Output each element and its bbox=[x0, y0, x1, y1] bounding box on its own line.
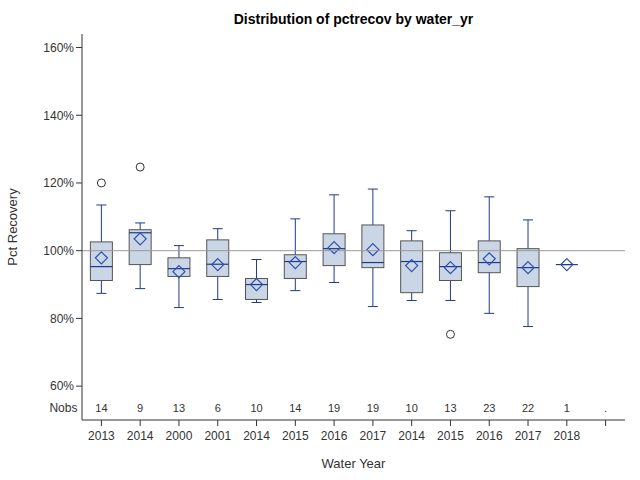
svg-text:.: . bbox=[604, 402, 607, 414]
svg-text:80%: 80% bbox=[50, 312, 74, 326]
svg-text:Water Year: Water Year bbox=[322, 456, 387, 471]
svg-text:1: 1 bbox=[564, 402, 570, 414]
svg-text:23: 23 bbox=[483, 402, 495, 414]
svg-text:13: 13 bbox=[173, 402, 185, 414]
svg-text:10: 10 bbox=[250, 402, 262, 414]
svg-text:2015: 2015 bbox=[282, 429, 309, 443]
svg-text:2018: 2018 bbox=[553, 429, 580, 443]
svg-text:19: 19 bbox=[367, 402, 379, 414]
svg-text:2014: 2014 bbox=[243, 429, 270, 443]
svg-text:10: 10 bbox=[406, 402, 418, 414]
svg-text:2017: 2017 bbox=[360, 429, 387, 443]
svg-text:2017: 2017 bbox=[515, 429, 542, 443]
svg-text:2015: 2015 bbox=[437, 429, 464, 443]
svg-text:100%: 100% bbox=[43, 244, 74, 258]
html-text:Distribution of pctrecov by wa: Distribution of pctrecov by water_yr bbox=[233, 11, 474, 27]
svg-text:120%: 120% bbox=[43, 176, 74, 190]
svg-text:2000: 2000 bbox=[166, 429, 193, 443]
svg-text:140%: 140% bbox=[43, 109, 74, 123]
svg-text:2016: 2016 bbox=[476, 429, 503, 443]
svg-text:Pct Recovery: Pct Recovery bbox=[8, 188, 20, 266]
svg-text:Nobs: Nobs bbox=[49, 401, 77, 415]
svg-text:2016: 2016 bbox=[321, 429, 348, 443]
svg-text:14: 14 bbox=[289, 402, 301, 414]
svg-text:6: 6 bbox=[215, 402, 221, 414]
svg-text:22: 22 bbox=[522, 402, 534, 414]
svg-text:9: 9 bbox=[137, 402, 143, 414]
svg-text:2014: 2014 bbox=[398, 429, 425, 443]
svg-text:160%: 160% bbox=[43, 41, 74, 55]
svg-text:2013: 2013 bbox=[88, 429, 115, 443]
svg-text:2014: 2014 bbox=[127, 429, 154, 443]
svg-text:19: 19 bbox=[328, 402, 340, 414]
svg-text:2001: 2001 bbox=[204, 429, 231, 443]
svg-text:14: 14 bbox=[95, 402, 107, 414]
svg-text:60%: 60% bbox=[50, 379, 74, 393]
svg-text:13: 13 bbox=[444, 402, 456, 414]
